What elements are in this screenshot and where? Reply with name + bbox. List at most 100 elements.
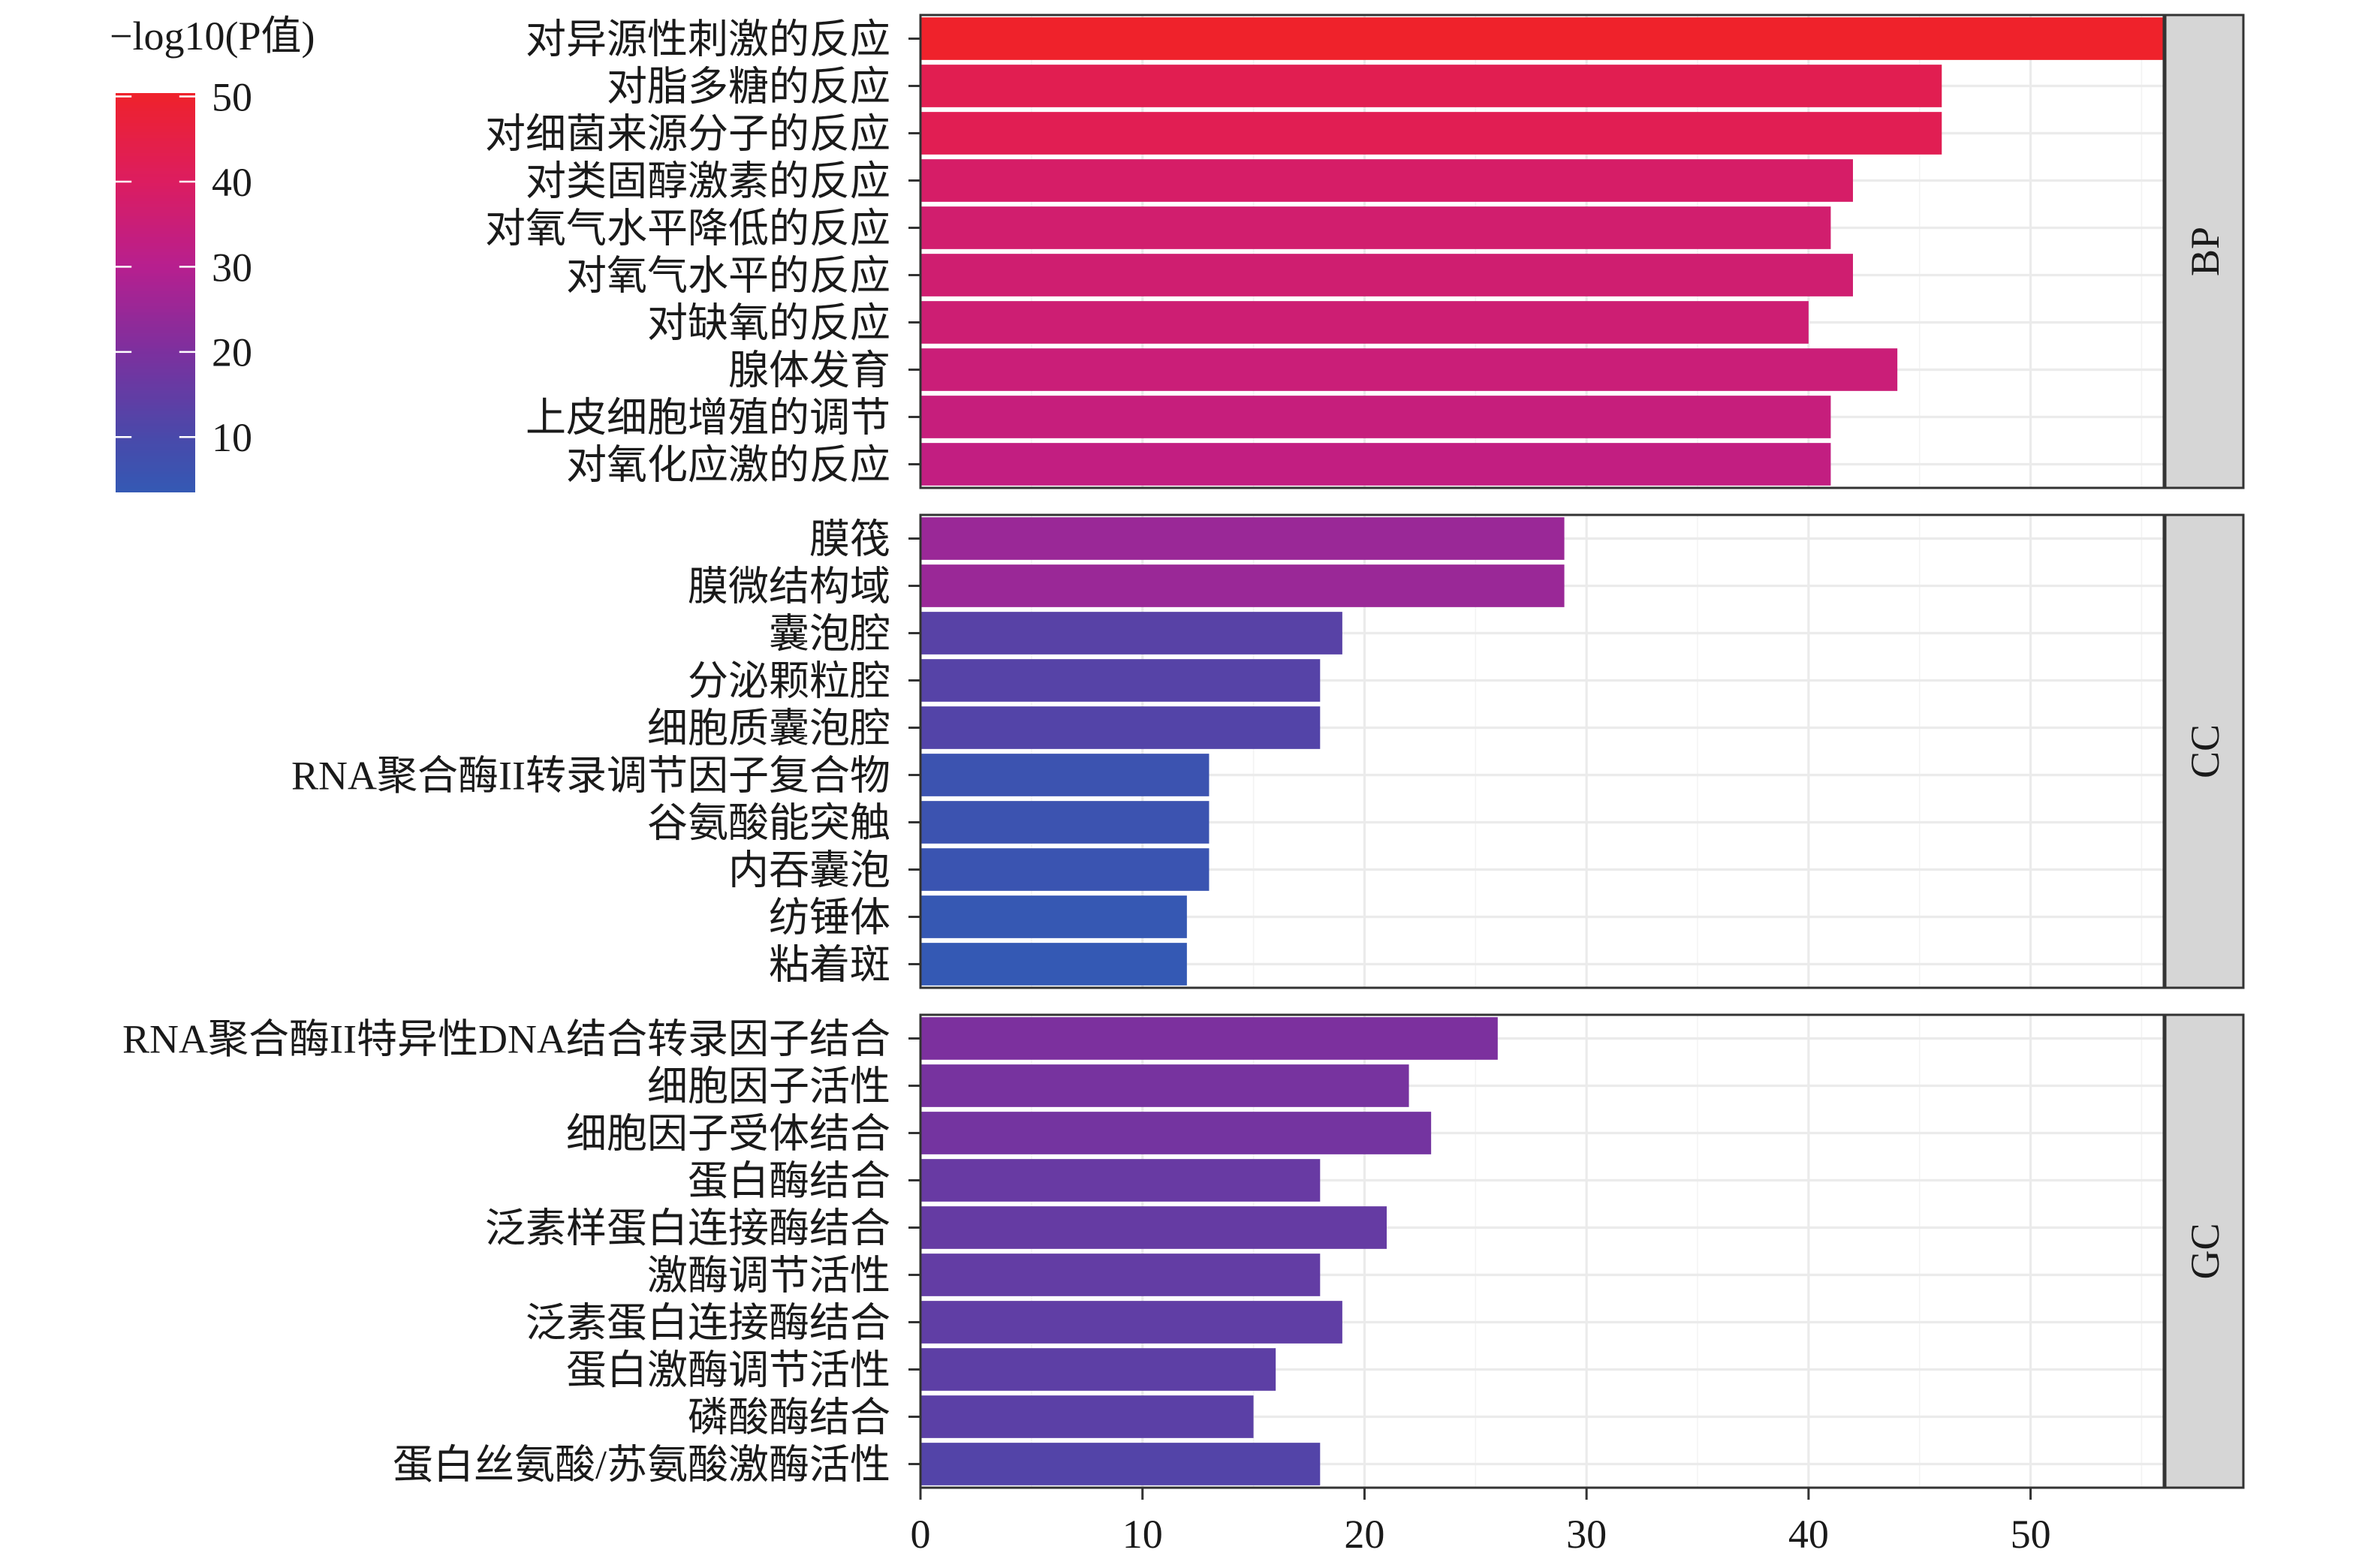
colorbar-slice	[116, 123, 195, 127]
colorbar-slice	[116, 255, 195, 259]
x-axis: 0 10 20 30 40 50	[911, 1488, 2051, 1557]
colorbar-slice	[116, 468, 195, 472]
colorbar-slice	[116, 333, 195, 337]
bar	[920, 1159, 1321, 1202]
bar	[920, 159, 1853, 202]
bar	[920, 517, 1565, 560]
colorbar-slice	[116, 153, 195, 157]
bar	[920, 348, 1898, 391]
bar	[920, 1301, 1342, 1344]
colorbar-slice	[116, 408, 195, 412]
colorbar-slice	[116, 369, 195, 373]
bar	[920, 801, 1210, 844]
colorbar-slice	[116, 183, 195, 187]
colorbar-slice	[116, 246, 195, 250]
bar	[920, 1017, 1498, 1060]
category-label: 对缺氧的反应	[647, 300, 890, 345]
colorbar-slice	[116, 288, 195, 292]
colorbar-slice	[116, 108, 195, 112]
bar	[920, 706, 1321, 749]
category-label: 谷氨酸能突触	[647, 800, 890, 845]
colorbar-slice	[116, 195, 195, 199]
colorbar-slice	[116, 198, 195, 202]
bar	[920, 65, 1942, 107]
colorbar-slice	[116, 360, 195, 364]
colorbar-slice	[116, 93, 195, 97]
colorbar-slice	[116, 480, 195, 484]
bar	[920, 1064, 1409, 1107]
colorbar-slice	[116, 438, 195, 442]
category-label: 蛋白激酶调节活性	[566, 1347, 890, 1392]
colorbar-slice	[116, 330, 195, 334]
colorbar-slice	[116, 117, 195, 121]
category-label: 对类固醇激素的反应	[526, 158, 890, 203]
colorbar-slice	[116, 156, 195, 160]
colorbar-slice	[116, 189, 195, 193]
colorbar-slice	[116, 339, 195, 343]
category-label: 泛素样蛋白连接酶结合	[485, 1205, 890, 1250]
colorbar-slice	[116, 159, 195, 163]
colorbar-legend: −log10(P值) 50 40 30 20 10	[110, 14, 315, 492]
category-label: 膜筏	[809, 516, 890, 561]
x-tick-label: 10	[1122, 1512, 1163, 1557]
category-label: 对氧气水平降低的反应	[485, 206, 890, 251]
category-label: RNA聚合酶II特异性DNA结合转录因子结合	[122, 1016, 890, 1061]
x-tick-label: 20	[1344, 1512, 1384, 1557]
colorbar-slice	[116, 252, 195, 256]
category-label: 细胞质囊泡腔	[647, 706, 890, 751]
facet-strip-label: CC	[2183, 724, 2228, 778]
category-label: 对异源性刺激的反应	[526, 17, 890, 62]
colorbar-slice	[116, 294, 195, 298]
x-tick-label: 30	[1566, 1512, 1607, 1557]
bar	[920, 112, 1942, 155]
colorbar-slice	[116, 435, 195, 439]
colorbar-slice	[116, 279, 195, 283]
category-label: 膜微结构域	[688, 564, 890, 609]
colorbar-slice	[116, 270, 195, 274]
colorbar-slice	[116, 447, 195, 451]
colorbar-slice	[116, 174, 195, 178]
colorbar-slice	[116, 462, 195, 466]
colorbar-slice	[116, 234, 195, 238]
colorbar-slice	[116, 102, 195, 106]
colorbar-slice	[116, 138, 195, 142]
colorbar-tick-label: 10	[212, 415, 252, 460]
colorbar-slice	[116, 384, 195, 388]
colorbar-slice	[116, 375, 195, 379]
colorbar-slice	[116, 483, 195, 487]
category-label: 细胞因子受体结合	[566, 1111, 890, 1156]
colorbar-slice	[116, 135, 195, 139]
colorbar-slice	[116, 387, 195, 391]
facet-strip-label: GC	[2183, 1223, 2228, 1279]
colorbar-slice	[116, 312, 195, 316]
colorbar-slice	[116, 471, 195, 475]
colorbar-slice	[116, 303, 195, 307]
bar	[920, 206, 1831, 249]
category-label: 上皮细胞增殖的调节	[526, 395, 890, 440]
panel-border	[919, 1013, 2165, 1489]
colorbar-slice	[116, 390, 195, 394]
colorbar-slice	[116, 99, 195, 103]
colorbar-slice	[116, 111, 195, 115]
colorbar-slice	[116, 348, 195, 352]
colorbar-slice	[116, 258, 195, 262]
category-label: 囊泡腔	[769, 611, 890, 656]
colorbar-slice	[116, 399, 195, 403]
colorbar-slice	[116, 474, 195, 478]
colorbar-slice	[116, 291, 195, 295]
bar	[920, 1395, 1254, 1438]
colorbar-tick-label: 30	[212, 245, 252, 290]
category-label: 粘着斑	[769, 942, 890, 987]
colorbar-slice	[116, 141, 195, 145]
bar	[920, 1348, 1276, 1391]
colorbar-slice	[116, 273, 195, 277]
colorbar-slice	[116, 210, 195, 214]
bar	[920, 254, 1853, 296]
bar	[920, 1206, 1387, 1249]
category-label: 分泌颗粒腔	[688, 658, 890, 703]
category-label: 对脂多糖的反应	[607, 64, 890, 109]
colorbar-slice	[116, 444, 195, 448]
colorbar-slice	[116, 318, 195, 322]
colorbar-slice	[116, 456, 195, 460]
